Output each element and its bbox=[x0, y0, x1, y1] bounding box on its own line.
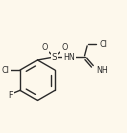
Text: F: F bbox=[8, 91, 12, 100]
Text: HN: HN bbox=[63, 53, 75, 62]
Text: S: S bbox=[52, 53, 57, 62]
Text: O: O bbox=[42, 43, 48, 52]
Text: Cl: Cl bbox=[2, 66, 10, 75]
Text: O: O bbox=[61, 43, 67, 52]
Text: NH: NH bbox=[97, 66, 108, 75]
Text: Cl: Cl bbox=[100, 40, 108, 49]
